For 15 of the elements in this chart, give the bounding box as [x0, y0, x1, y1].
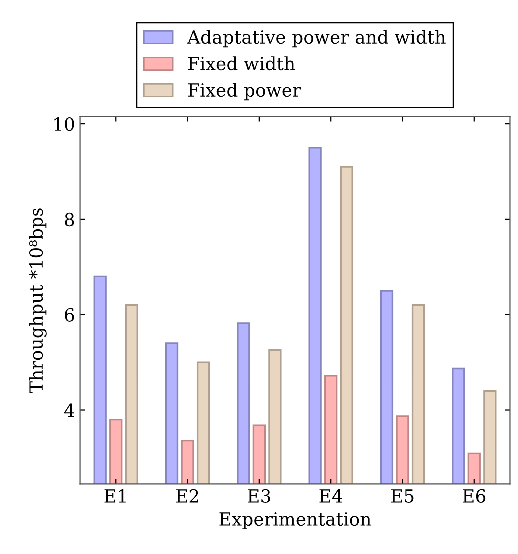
x-tick-label: E5: [391, 490, 414, 504]
x-axis-title: Experimentation: [220, 512, 372, 530]
legend-label: Adaptative power and width: [187, 30, 446, 48]
y-axis-title: Throughput *10⁸bps: [29, 208, 47, 394]
x-tick-label: E2: [176, 489, 198, 503]
x-tick-label: E6: [463, 489, 486, 504]
y-tick-label: 10: [54, 118, 74, 132]
x-tick-label: E3: [248, 489, 270, 504]
legend-label: Fixed power: [188, 83, 302, 101]
y-tick-label: 6: [65, 308, 74, 322]
x-tick-label: E1: [104, 489, 126, 503]
y-tick-label: 8: [65, 212, 74, 227]
y-tick-label: 4: [64, 404, 75, 418]
x-tick-label: E4: [320, 489, 343, 503]
legend-label: Fixed width: [188, 56, 296, 71]
